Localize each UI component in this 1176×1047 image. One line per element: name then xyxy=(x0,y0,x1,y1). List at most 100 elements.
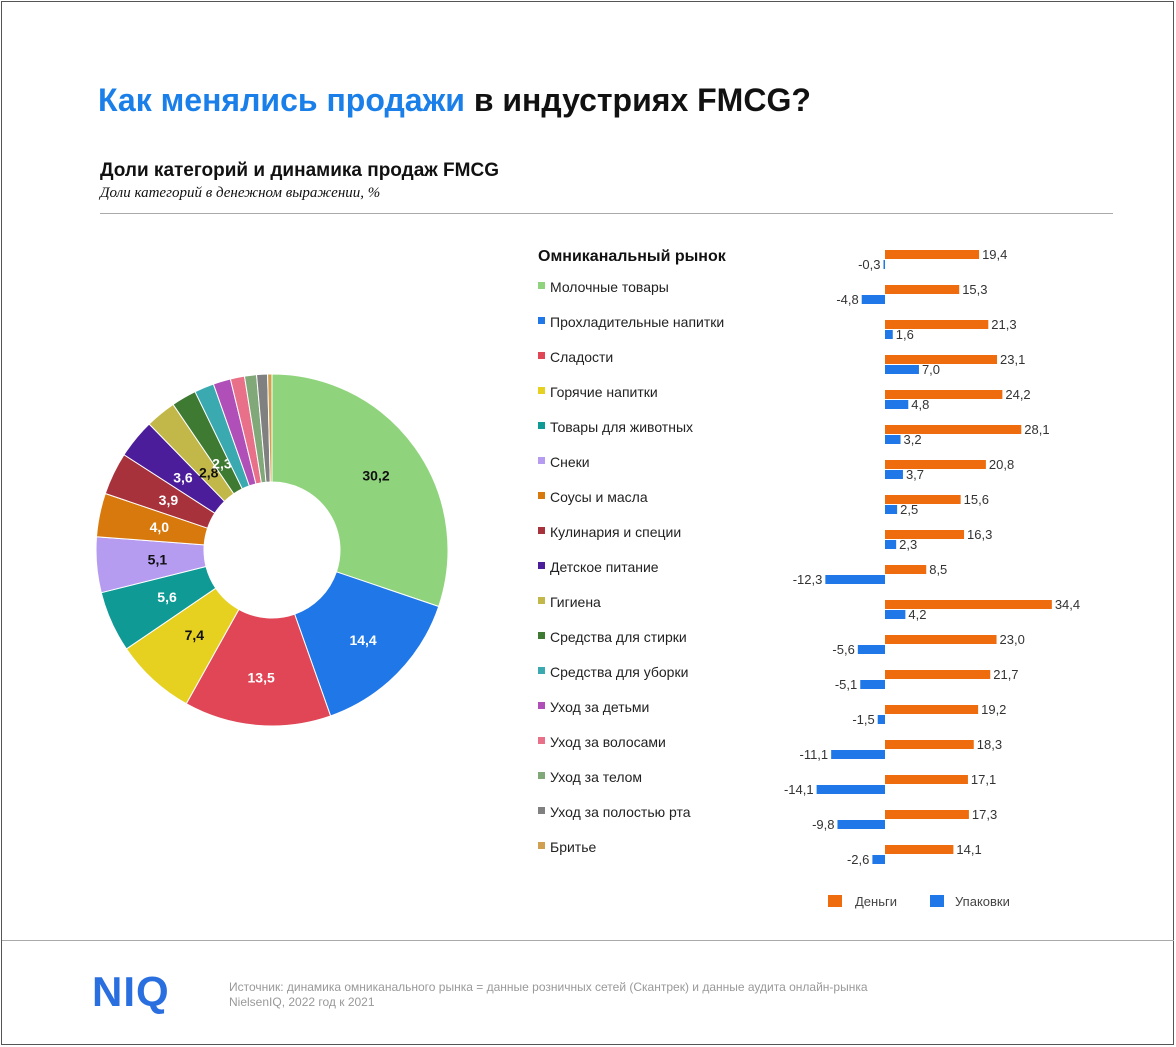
packs-value: 2,3 xyxy=(899,537,917,552)
money-bar xyxy=(885,565,927,574)
packs-value: 7,0 xyxy=(922,362,940,377)
legend-swatch xyxy=(538,772,545,779)
packs-bar xyxy=(885,470,903,479)
category-label: Детское питание xyxy=(550,559,659,575)
packs-value: -1,5 xyxy=(852,712,874,727)
money-value: 21,3 xyxy=(991,317,1016,332)
chart-note: Доли категорий в денежном выражении, % xyxy=(100,185,381,201)
packs-bar xyxy=(872,855,885,864)
legend-swatch xyxy=(538,807,545,814)
divider xyxy=(100,213,1113,214)
money-bar xyxy=(885,775,968,784)
money-bar xyxy=(885,250,980,259)
category-label: Средства для уборки xyxy=(550,664,688,680)
money-bar xyxy=(885,495,961,504)
packs-bar xyxy=(885,330,893,339)
legend-swatch xyxy=(538,842,545,849)
category-label: Уход за полостью рта xyxy=(550,804,691,820)
legend-swatch xyxy=(930,895,944,907)
packs-bar xyxy=(885,505,898,514)
category-label: Гигиена xyxy=(550,594,601,610)
category-label: Снеки xyxy=(550,454,590,470)
category-label: Молочные товары xyxy=(550,279,669,295)
donut-slice xyxy=(185,608,332,727)
slice-label: 2,8 xyxy=(199,465,219,481)
category-label: Средства для стирки xyxy=(550,629,687,645)
category-label: Уход за волосами xyxy=(550,734,666,750)
money-value: 23,0 xyxy=(1000,632,1025,647)
donut-slice xyxy=(293,571,440,717)
money-bar xyxy=(885,285,960,294)
packs-bar xyxy=(885,540,897,549)
packs-value: 3,7 xyxy=(906,467,924,482)
packs-value: 4,8 xyxy=(911,397,929,412)
packs-bar xyxy=(860,680,885,689)
slice-label: 7,4 xyxy=(185,627,205,643)
packs-value: -9,8 xyxy=(812,817,834,832)
niq-logo: NIQ xyxy=(92,968,170,1015)
slice-label: 14,4 xyxy=(349,632,376,648)
legend-swatch xyxy=(538,737,545,744)
donut-slice xyxy=(271,373,449,608)
chart-subtitle: Доли категорий и динамика продаж FMCG xyxy=(100,160,499,181)
money-value: 28,1 xyxy=(1024,422,1049,437)
category-label: Горячие напитки xyxy=(550,384,658,400)
legend-swatch xyxy=(538,632,545,639)
legend-swatch xyxy=(828,895,842,907)
packs-bar xyxy=(885,365,919,374)
slice-label: 5,6 xyxy=(157,589,177,605)
legend-label: Упаковки xyxy=(955,894,1010,909)
source-note: Источник: динамика омниканального рынка … xyxy=(229,980,989,1010)
packs-bar xyxy=(877,715,885,724)
money-value: 19,2 xyxy=(981,702,1006,717)
category-label: Сладости xyxy=(550,349,613,365)
packs-bar xyxy=(831,750,885,759)
money-value: 8,5 xyxy=(929,562,947,577)
money-value: 21,7 xyxy=(993,667,1018,682)
money-bar xyxy=(885,810,969,819)
money-value: 15,3 xyxy=(962,282,987,297)
legend-swatch xyxy=(538,422,545,429)
packs-value: -5,1 xyxy=(835,677,857,692)
money-bar xyxy=(885,320,989,329)
legend-swatch xyxy=(538,282,545,289)
legend-label: Деньги xyxy=(855,894,897,909)
title-highlight: Как менялись продажи xyxy=(98,82,465,118)
title-rest: в индустриях FMCG? xyxy=(464,82,811,118)
slice-label: 13,5 xyxy=(248,670,275,686)
money-value: 19,4 xyxy=(982,247,1007,262)
category-label: Соусы и масла xyxy=(550,489,648,505)
money-bar xyxy=(885,705,979,714)
money-value: 20,8 xyxy=(989,457,1014,472)
packs-bar xyxy=(825,575,885,584)
packs-bar xyxy=(837,820,885,829)
money-value: 18,3 xyxy=(977,737,1002,752)
legend-swatch xyxy=(538,457,545,464)
slice-label: 4,0 xyxy=(150,519,170,535)
slice-label: 30,2 xyxy=(362,467,389,483)
slice-label: 3,9 xyxy=(159,492,179,508)
packs-bar xyxy=(861,295,885,304)
legend-swatch xyxy=(538,702,545,709)
chart-canvas: 30,214,413,57,45,65,14,03,93,6 2,82,3Омни… xyxy=(95,247,1080,909)
money-bar xyxy=(885,670,991,679)
packs-bar xyxy=(885,435,901,444)
page-title: Как менялись продажи в индустриях FMCG? xyxy=(98,82,811,119)
money-bar xyxy=(885,355,998,364)
money-value: 34,4 xyxy=(1055,597,1080,612)
money-bar xyxy=(885,740,974,749)
packs-value: -2,6 xyxy=(847,852,869,867)
donut-slice xyxy=(267,373,273,483)
packs-value: -4,8 xyxy=(836,292,858,307)
source-line-1: Источник: динамика омниканального рынка … xyxy=(229,980,868,994)
money-value: 23,1 xyxy=(1000,352,1025,367)
packs-value: -11,1 xyxy=(799,747,828,762)
money-value: 17,1 xyxy=(971,772,996,787)
packs-value: -12,3 xyxy=(793,572,823,587)
money-value: 16,3 xyxy=(967,527,992,542)
money-value: 17,3 xyxy=(972,807,997,822)
money-value: 24,2 xyxy=(1005,387,1030,402)
category-label: Прохладительные напитки xyxy=(550,314,724,330)
packs-value: 4,2 xyxy=(908,607,926,622)
